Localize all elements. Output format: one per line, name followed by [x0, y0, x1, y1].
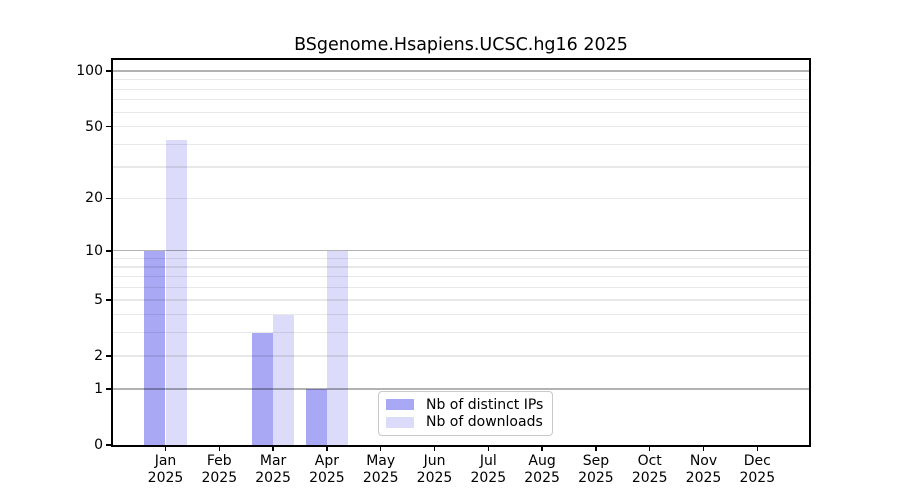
gridline-100: [113, 70, 809, 72]
month-label: Jul: [479, 453, 497, 469]
year-label: 2025: [416, 469, 453, 486]
x-tick-label-may: May 2025: [349, 453, 413, 486]
month-label: Dec: [743, 453, 771, 469]
year-label: 2025: [578, 469, 614, 486]
year-label: 2025: [685, 469, 722, 486]
gridline-6: [113, 286, 809, 288]
y-tick-mark-10: [106, 250, 113, 252]
gridline-9: [113, 257, 809, 260]
month-label: Aug: [528, 453, 556, 469]
month-label: Feb: [206, 453, 232, 469]
month-label: Jan: [154, 453, 177, 469]
x-tick-mark-may: [379, 445, 382, 451]
year-label: 2025: [309, 469, 345, 486]
plot-area: [111, 58, 811, 447]
x-tick-mark-dec: [756, 445, 759, 451]
x-tick-label-dec: Dec 2025: [725, 453, 789, 486]
y-tick-label-2: 2: [94, 348, 103, 364]
bar-downloads-apr: [326, 250, 349, 445]
x-tick-label-jan: Jan 2025: [134, 453, 198, 486]
x-tick-mark-mar: [272, 445, 274, 451]
x-tick-label-oct: Oct 2025: [618, 453, 682, 486]
year-label: 2025: [524, 469, 560, 486]
gridline-5: [113, 299, 809, 301]
x-tick-mark-aug: [541, 445, 543, 451]
y-tick-label-10: 10: [85, 242, 103, 259]
legend-item-distinct-ips: Nb of distinct IPs: [386, 396, 543, 414]
legend: Nb of distinct IPs Nb of downloads: [378, 391, 554, 436]
y-tick-label-50: 50: [85, 118, 103, 135]
gridline-7: [113, 276, 809, 278]
chart-title: BSgenome.Hsapiens.UCSC.hg16 2025: [294, 35, 628, 55]
year-label: 2025: [255, 469, 291, 486]
year-label: 2025: [470, 469, 507, 486]
year-label: 2025: [739, 469, 776, 486]
bar-distinct-ips-mar: [251, 332, 274, 445]
x-tick-label-jul: Jul 2025: [456, 453, 520, 486]
month-label: Apr: [314, 453, 339, 469]
x-tick-mark-jun: [433, 445, 436, 451]
gridline-70: [113, 99, 809, 101]
month-label: May: [366, 453, 396, 469]
gridline-90: [113, 79, 809, 81]
y-tick-label-0: 0: [94, 437, 103, 453]
y-tick-mark-5: [106, 299, 113, 301]
y-tick-mark-100: [106, 70, 113, 72]
gridline-60: [113, 111, 809, 113]
y-tick-mark-1: [106, 388, 113, 390]
gridline-50: [113, 126, 809, 128]
y-tick-label-1: 1: [94, 380, 103, 397]
y-tick-label-5: 5: [94, 291, 103, 308]
legend-label: Nb of downloads: [426, 414, 543, 431]
year-label: 2025: [201, 469, 238, 486]
x-tick-mark-sep: [595, 445, 597, 451]
legend-swatch-icon: [386, 399, 414, 411]
y-tick-mark-50: [106, 125, 113, 128]
x-tick-mark-apr: [326, 445, 328, 451]
month-label: Nov: [689, 453, 718, 469]
x-tick-label-aug: Aug 2025: [510, 453, 574, 486]
gridline-8: [113, 266, 809, 268]
year-label: 2025: [362, 469, 399, 486]
x-tick-label-apr: Apr 2025: [295, 453, 359, 486]
month-label: Mar: [259, 453, 287, 469]
bar-downloads-mar: [273, 314, 295, 445]
x-tick-mark-oct: [648, 445, 651, 451]
x-tick-label-jun: Jun 2025: [403, 453, 467, 486]
bar-distinct-ips-jan: [144, 250, 166, 445]
year-label: 2025: [631, 469, 668, 486]
gridline-30: [113, 166, 809, 168]
gridline-2: [113, 355, 809, 357]
legend-label: Nb of distinct IPs: [426, 396, 544, 413]
x-tick-label-sep: Sep 2025: [564, 453, 628, 486]
y-tick-label-100: 100: [76, 63, 103, 80]
month-label: Oct: [637, 453, 662, 469]
legend-swatch-icon: [386, 416, 414, 428]
y-tick-mark-2: [106, 355, 113, 357]
x-tick-mark-nov: [702, 445, 705, 451]
y-tick-mark-0: [106, 444, 113, 446]
gridline-10: [113, 250, 809, 252]
legend-item-downloads: Nb of downloads: [386, 414, 543, 432]
bar-downloads-jan: [165, 140, 187, 445]
gridline-40: [113, 143, 809, 145]
bar-distinct-ips-apr: [305, 388, 327, 445]
y-tick-mark-20: [106, 197, 113, 200]
year-label: 2025: [147, 469, 184, 486]
x-tick-label-feb: Feb 2025: [187, 453, 251, 486]
gridline-20: [113, 197, 809, 199]
gridline-3: [113, 332, 809, 334]
x-tick-label-nov: Nov 2025: [672, 453, 736, 486]
month-label: Jun: [423, 453, 446, 469]
x-tick-mark-feb: [218, 445, 221, 451]
month-label: Sep: [582, 453, 610, 469]
y-tick-label-20: 20: [85, 190, 103, 207]
x-tick-mark-jan: [164, 445, 167, 451]
gridline-80: [113, 88, 809, 90]
gridline-4: [113, 314, 809, 316]
x-tick-mark-jul: [487, 445, 490, 451]
gridline-1: [113, 388, 809, 390]
x-tick-label-mar: Mar 2025: [241, 453, 305, 486]
